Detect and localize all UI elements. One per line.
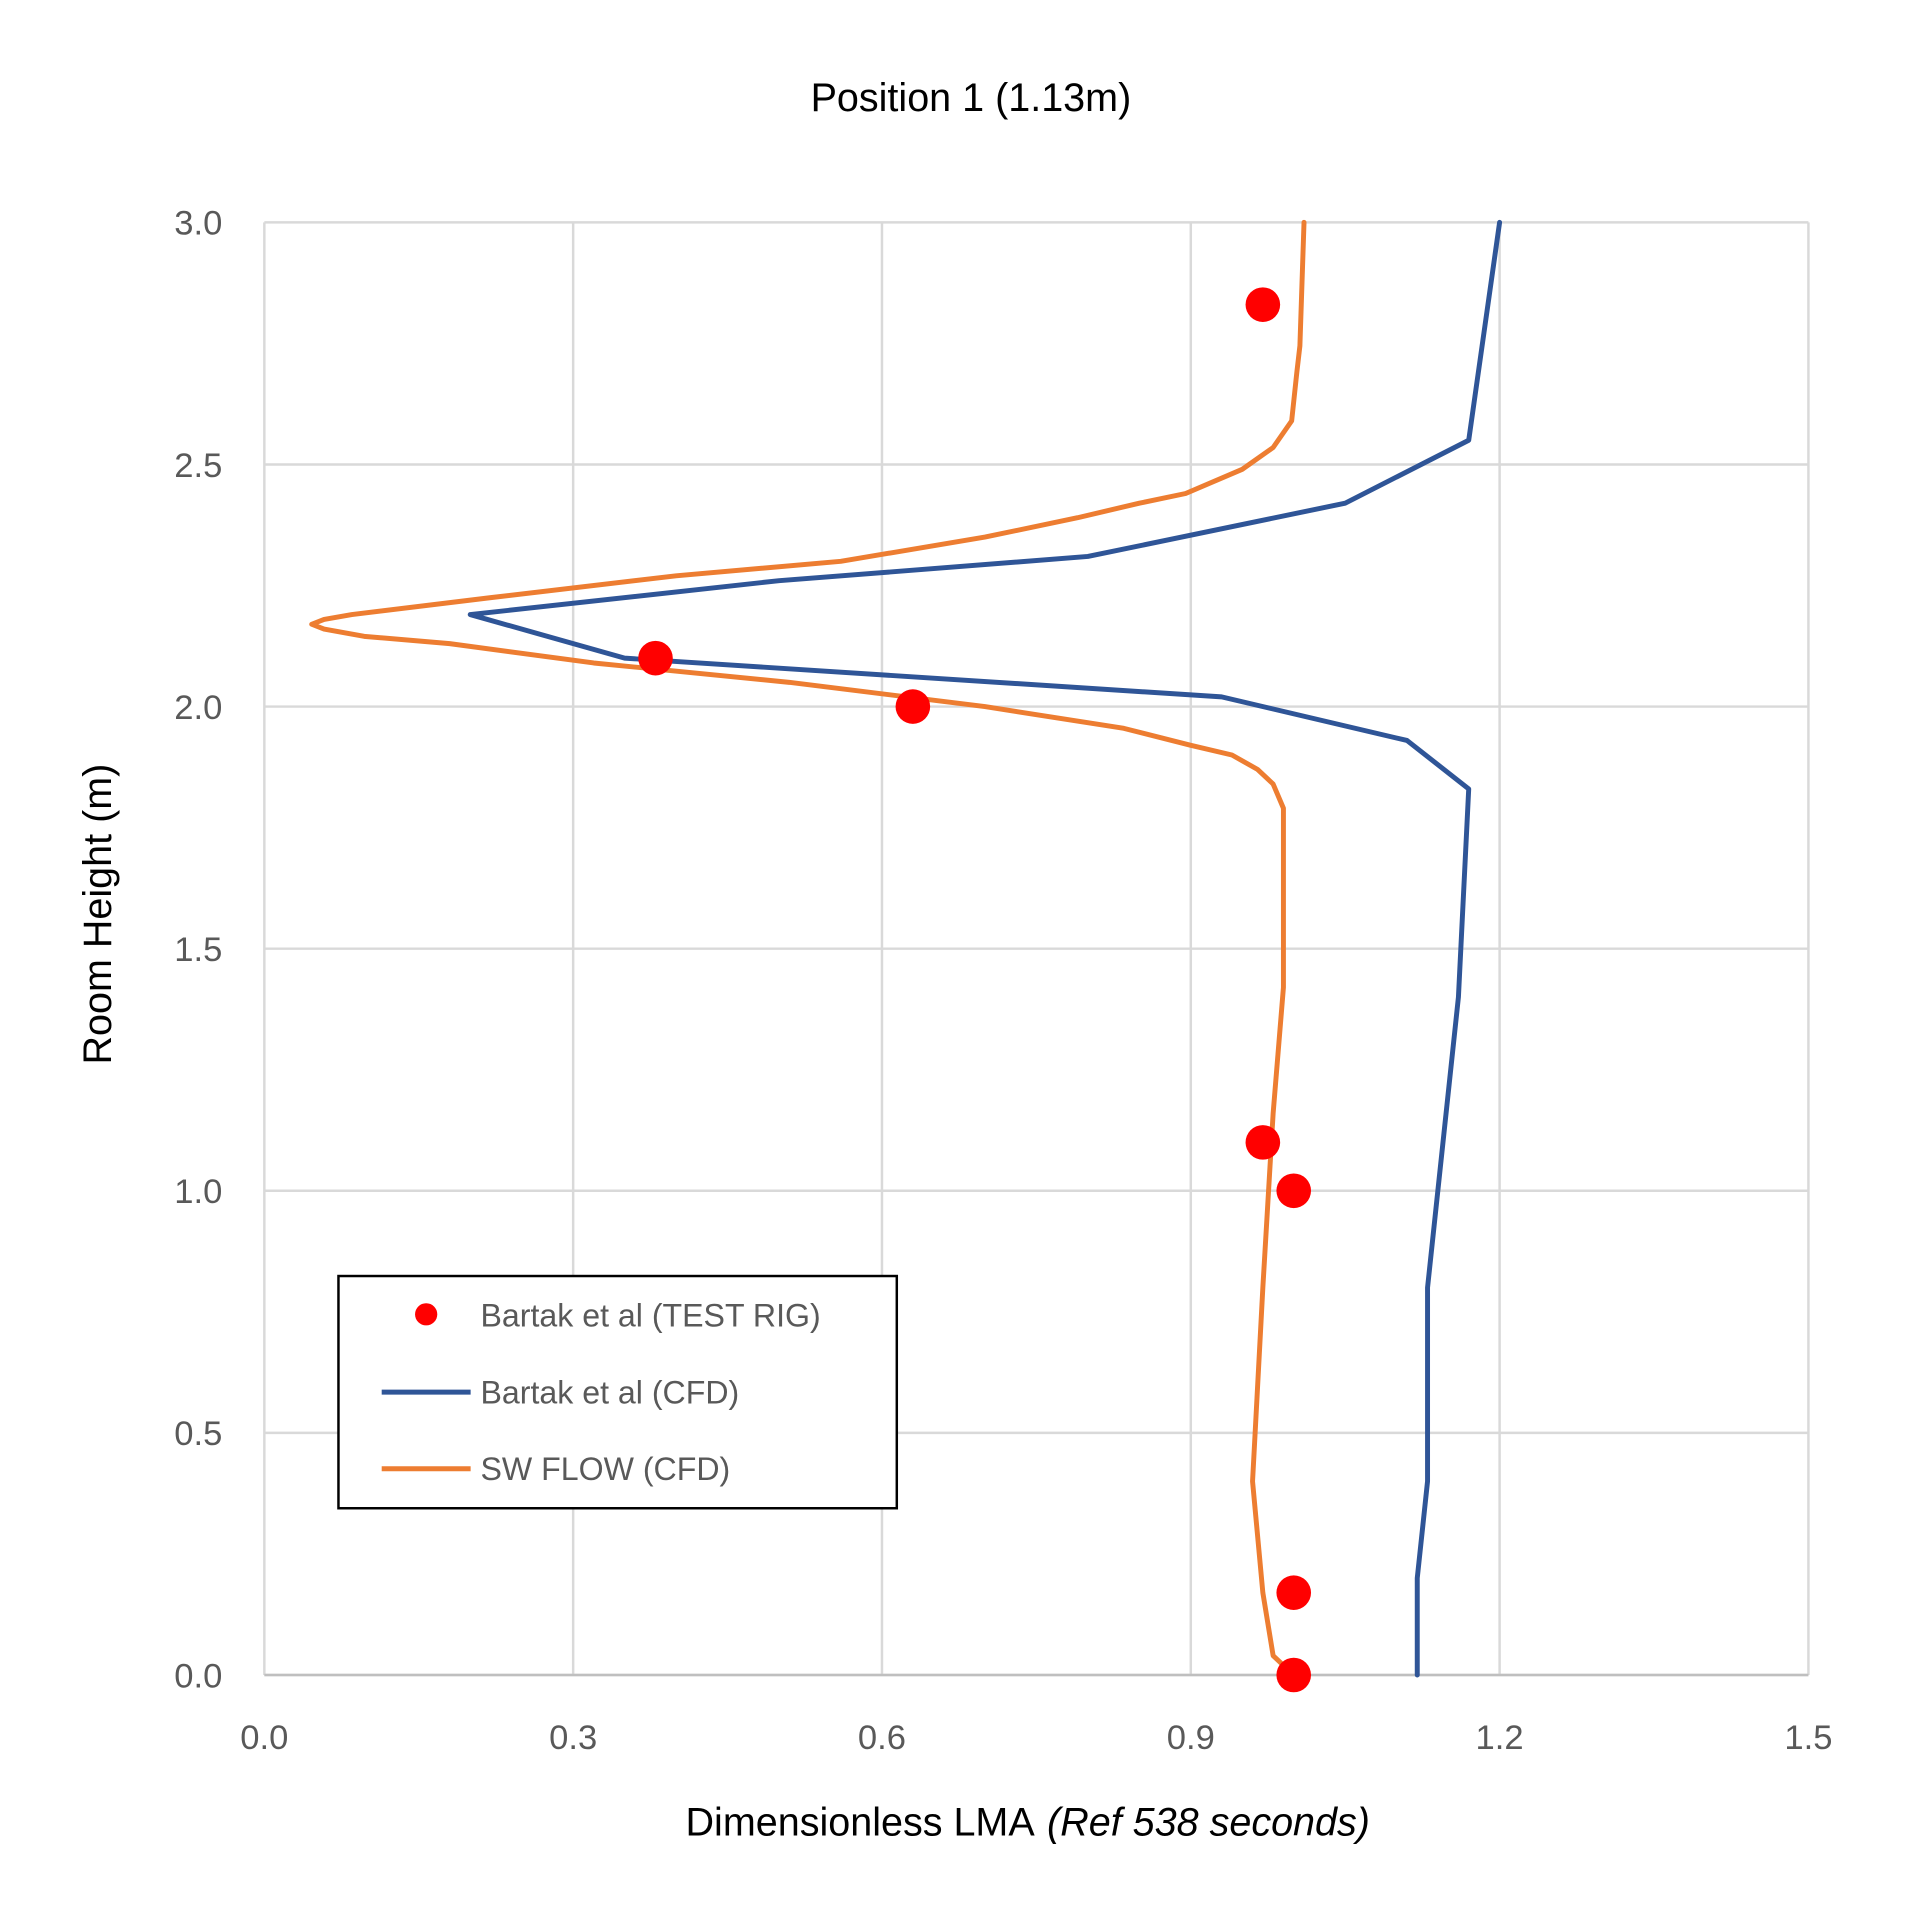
x-tick-label: 0.9 — [1167, 1719, 1215, 1757]
data-point-bartak-et-al-test-rig — [1276, 1173, 1312, 1209]
y-tick-label: 2.0 — [174, 689, 222, 727]
chart-title: Position 1 (1.13m) — [811, 76, 1132, 120]
y-tick-label: 0.0 — [174, 1657, 222, 1695]
y-tick-label: 1.5 — [174, 931, 222, 969]
data-point-bartak-et-al-test-rig — [1276, 1657, 1312, 1693]
series-line-bartak-et-al-cfd — [467, 219, 1503, 1678]
data-point-bartak-et-al-test-rig — [638, 640, 673, 676]
x-axis-label: Dimensionless LMA (Ref 538 seconds) — [686, 1801, 1370, 1845]
legend-label-bartak-cfd: Bartak et al (CFD) — [481, 1374, 740, 1410]
x-tick-label: 1.2 — [1476, 1719, 1524, 1757]
y-axis-label: Room Height (m) — [76, 764, 120, 1065]
legend-marker-test-rig — [415, 1303, 438, 1326]
x-axis-label-italic: (Ref 538 seconds) — [1047, 1801, 1370, 1845]
data-point-bartak-et-al-test-rig — [1245, 1125, 1281, 1160]
y-tick-labels: 0.0 0.5 1.0 1.5 2.0 2.5 3.0 — [174, 205, 222, 1696]
data-point-bartak-et-al-test-rig — [1245, 287, 1281, 322]
x-tick-label: 0.0 — [240, 1719, 288, 1757]
x-tick-label: 1.5 — [1784, 1719, 1832, 1757]
x-axis-label-main: Dimensionless LMA — [686, 1801, 1036, 1845]
y-tick-label: 0.5 — [174, 1415, 222, 1453]
legend-label-test-rig: Bartak et al (TEST RIG) — [481, 1298, 821, 1334]
legend: Bartak et al (TEST RIG) Bartak et al (CF… — [337, 1274, 899, 1510]
grid — [263, 221, 1810, 1677]
x-tick-label: 0.6 — [858, 1719, 906, 1757]
y-tick-label: 2.5 — [174, 447, 222, 485]
series-line-sw-flow-cfd — [309, 219, 1307, 1678]
series-layer — [309, 219, 1503, 1693]
legend-label-swflow-cfd: SW FLOW (CFD) — [481, 1451, 731, 1487]
x-tick-label: 0.3 — [549, 1719, 597, 1757]
data-point-bartak-et-al-test-rig — [1276, 1575, 1312, 1610]
y-tick-label: 3.0 — [174, 205, 222, 243]
x-tick-labels: 0.0 0.3 0.6 0.9 1.2 1.5 — [240, 1719, 1832, 1757]
y-tick-label: 1.0 — [174, 1173, 222, 1211]
data-point-bartak-et-al-test-rig — [895, 689, 931, 724]
